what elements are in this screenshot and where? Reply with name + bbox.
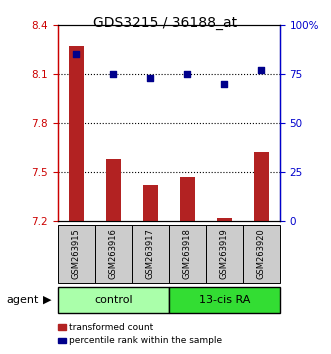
Bar xyxy=(95,225,132,283)
Bar xyxy=(132,225,169,283)
Point xyxy=(148,75,153,81)
Bar xyxy=(58,225,95,283)
Text: control: control xyxy=(94,295,133,305)
Bar xyxy=(180,177,195,221)
Text: GSM263918: GSM263918 xyxy=(183,229,192,279)
Text: GSM263915: GSM263915 xyxy=(72,229,81,279)
Bar xyxy=(254,153,269,221)
Bar xyxy=(206,225,243,283)
Bar xyxy=(69,46,84,221)
Point xyxy=(259,67,264,73)
Text: agent: agent xyxy=(7,295,39,305)
Text: GSM263920: GSM263920 xyxy=(257,229,266,279)
Text: GSM263917: GSM263917 xyxy=(146,229,155,279)
Text: GSM263919: GSM263919 xyxy=(220,229,229,279)
Text: GDS3215 / 36188_at: GDS3215 / 36188_at xyxy=(93,16,238,30)
Bar xyxy=(143,185,158,221)
Text: transformed count: transformed count xyxy=(69,323,153,332)
Bar xyxy=(169,225,206,283)
Bar xyxy=(243,225,280,283)
Point xyxy=(221,81,227,87)
Point xyxy=(185,71,190,77)
Text: 13-cis RA: 13-cis RA xyxy=(199,295,250,305)
Bar xyxy=(169,287,280,313)
Text: percentile rank within the sample: percentile rank within the sample xyxy=(69,336,222,346)
Point xyxy=(111,71,116,77)
Bar xyxy=(106,159,121,221)
Bar xyxy=(217,218,232,221)
Point xyxy=(74,51,79,57)
Bar xyxy=(58,287,169,313)
Text: ▶: ▶ xyxy=(43,295,52,305)
Text: GSM263916: GSM263916 xyxy=(109,229,118,279)
